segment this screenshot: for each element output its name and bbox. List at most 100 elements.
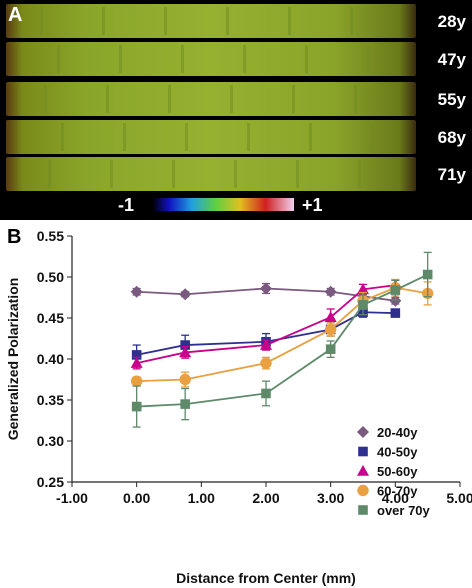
data-point [390,285,401,295]
y-tick-label: 0.45 [37,310,64,326]
strip-texture [102,7,105,35]
strip-texture [123,123,126,151]
x-tick-label: 2.00 [252,490,279,506]
legend-marker [357,426,369,438]
legend-label: 40-50y [377,445,418,460]
legend-label: 20-40y [377,425,418,440]
strip-texture [48,160,51,188]
data-point [357,283,369,295]
strip-texture [40,7,43,35]
series-over-70y [131,251,433,428]
data-point [260,282,272,295]
x-tick-label: -1.00 [56,490,88,506]
data-point [358,300,368,310]
colorbar-min-label: -1 [118,195,134,215]
y-tick-label: 0.35 [37,392,64,408]
data-point [179,373,191,386]
panel-a-image: 28y 47y 55y 68y 71y A -1 +1 [0,0,472,220]
data-point [131,350,142,360]
strip-texture [172,160,175,188]
strip-age-label: 55y [438,90,467,109]
y-tick-label: 0.50 [37,269,64,285]
y-axis-title: Generalized Polarization [5,278,21,441]
data-point [260,339,272,350]
strip-texture [119,45,122,73]
data-point [325,344,336,354]
strip-texture [106,85,109,113]
data-point [131,401,142,412]
chart-legend: 20-40y 40-50y 50-60y 60-70y over 70y [357,425,431,518]
sample-strip [6,4,416,38]
strip-texture [243,45,246,73]
strip-texture [44,85,47,113]
strip-texture [181,45,184,73]
data-point [130,357,143,368]
data-point [180,399,190,409]
legend-marker [358,505,368,515]
strip-texture [354,85,357,113]
strip-texture [57,45,60,73]
strip-age-label: 71y [438,165,467,184]
panel-a-letter: A [8,4,22,26]
legend-marker [357,465,369,476]
y-tick-label: 0.40 [37,351,64,367]
y-tick-label: 0.55 [37,228,64,244]
legend-label: over 70y [377,503,431,518]
data-point [324,311,337,322]
data-point [260,357,272,369]
strip-texture [367,45,370,73]
strip-texture [234,160,237,188]
series-line [136,286,428,383]
data-point [180,340,190,350]
x-tick-label: 1.00 [188,490,215,506]
strip-texture [230,85,233,113]
strip-texture [296,160,299,188]
strip-age-label: 28y [438,12,467,31]
x-tick-label: 3.00 [317,490,344,506]
x-tick-label: 4.00 [382,490,409,506]
strip-texture [247,123,250,151]
y-tick-label: 0.25 [37,474,64,490]
series-line [136,311,396,356]
chart-series [130,251,434,428]
data-point [130,285,143,298]
strip-texture [350,7,353,35]
legend-marker [357,484,369,497]
strip-texture [185,123,188,151]
panel-b-letter: B [7,226,21,248]
strip-texture [371,123,374,151]
strip-texture [110,160,113,188]
strip-texture [168,85,171,113]
data-point [324,323,337,336]
legend-label: 60-70y [377,484,418,499]
strip-texture [292,85,295,113]
series-60-70y [130,278,434,388]
y-tick-label: 0.30 [37,433,64,449]
data-point [422,269,433,280]
sample-strip [6,157,416,191]
strip-texture [305,45,308,73]
x-tick-label: 0.00 [123,490,150,506]
strip-texture [358,160,361,188]
strip-texture [226,7,229,35]
strip-texture [61,123,64,151]
data-point [179,346,192,358]
sample-strip [6,120,416,154]
legend-label: 50-60y [377,464,418,479]
strip-age-label: 68y [438,128,467,147]
strip-age-label: 47y [438,50,467,69]
data-point [130,375,143,387]
strip-texture [164,7,167,35]
data-point [324,285,337,298]
series-line [136,284,396,364]
colorbar [152,198,294,211]
strip-texture [288,7,291,35]
strip-texture [309,123,312,151]
x-axis-title: Distance from Center (mm) [176,570,356,586]
colorbar-max-label: +1 [302,195,323,215]
sample-strips: 28y 47y 55y 68y 71y [6,4,467,191]
legend-marker [358,446,368,457]
data-point [390,308,401,318]
data-point [179,288,192,301]
data-point [261,388,271,399]
